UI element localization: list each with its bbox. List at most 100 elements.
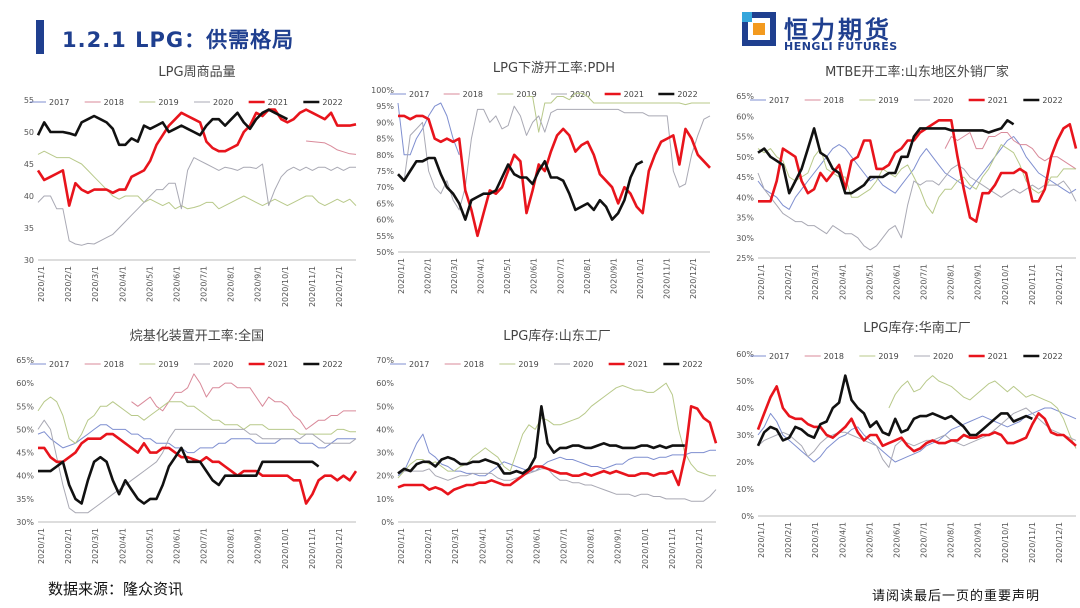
- y-tick-label: 65%: [16, 356, 34, 365]
- y-tick-label: 50%: [376, 248, 394, 257]
- x-tick-label: 2020/9/1: [254, 266, 263, 302]
- disclaimer-note: 请阅读最后一页的重要声明: [871, 589, 1040, 604]
- x-tick-label: 2020/5/1: [865, 522, 874, 558]
- y-tick-label: 30%: [736, 234, 754, 243]
- y-tick-label: 65%: [736, 92, 754, 101]
- legend-label: 2017: [769, 352, 789, 361]
- legend-label: 2022: [322, 98, 342, 107]
- chart-title: LPG库存:山东工厂: [503, 328, 611, 344]
- chart-svg: MTBE开工率:山东地区外销厂家 25% 30% 35% 40% 45% 50% 55% 60%…: [736, 64, 1078, 305]
- legend-label: 2020: [933, 352, 953, 361]
- legend-label: 2021: [628, 360, 648, 369]
- y-tick-label: 40: [24, 192, 34, 201]
- series-line-2021: [36, 108, 357, 207]
- x-tick-label: 2020/8/1: [227, 266, 236, 302]
- y-tick-label: 50%: [736, 377, 754, 386]
- chart-svg: LPG库存:山东工厂 0% 10% 20% 30% 40% 50% 60% 70% 2020/1/…: [376, 328, 718, 569]
- x-tick-label: 2020/10/1: [641, 528, 650, 569]
- x-tick-label: 2020/7/1: [920, 522, 929, 558]
- legend-label: 2017: [49, 98, 69, 107]
- x-tick-label: 2020/11/1: [1028, 264, 1037, 305]
- series-line-2018: [306, 140, 357, 155]
- legend-label: 2021: [988, 352, 1008, 361]
- chart-alkylation-operating-rate: 烷基化装置开工率:全国 30% 35% 40% 45% 50% 55% 60% 65% 2020/…: [0, 326, 360, 569]
- x-tick-label: 2020/11/1: [308, 266, 317, 307]
- x-tick-label: 2020/2/1: [784, 264, 793, 300]
- x-tick-label: 2020/1/1: [37, 266, 46, 302]
- y-tick-label: 0%: [381, 518, 394, 527]
- chart-title: LPG库存:华南工厂: [863, 320, 971, 336]
- chart-title: LPG下游开工率:PDH: [493, 60, 615, 76]
- x-tick-label: 2020/4/1: [478, 528, 487, 564]
- chart-svg: LPG周商品量 30 35 40 45 50 55 2020/1/1 2020/2/1 2020/…: [24, 65, 357, 307]
- series-line-2020: [37, 419, 357, 514]
- y-tick-label: 25%: [736, 254, 754, 263]
- x-tick-label: 2020/5/1: [145, 528, 154, 564]
- x-tick-label: 2020/6/1: [172, 528, 181, 564]
- x-tick-label: 2020/10/1: [281, 266, 290, 307]
- y-tick-label: 60%: [376, 379, 394, 388]
- legend-label: 2018: [824, 352, 844, 361]
- legend-label: 2020: [933, 96, 953, 105]
- series-line-2019: [526, 92, 710, 133]
- legend-label: 2021: [624, 90, 644, 99]
- legend-label: 2018: [464, 360, 484, 369]
- x-tick-label: 2020/2/1: [424, 528, 433, 564]
- chart-lpg-weekly-volume: LPG周商品量 30 35 40 45 50 55 2020/1/1 2020/2/1 2020/…: [0, 62, 360, 310]
- y-tick-label: 10%: [376, 495, 394, 504]
- x-tick-label: 2020/7/1: [200, 266, 209, 302]
- series-line-2019: [37, 396, 356, 444]
- page-title: 1.2.1 LPG：供需格局: [62, 28, 295, 52]
- y-tick-label: 30%: [16, 518, 34, 527]
- y-tick-label: 10%: [736, 485, 754, 494]
- series-line-2022: [36, 108, 288, 147]
- x-tick-label: 2020/12/1: [335, 528, 344, 569]
- x-tick-label: 2020/2/1: [64, 266, 73, 302]
- logo-chinese-name: 恒力期货: [784, 16, 892, 44]
- y-tick-label: 45%: [16, 449, 34, 458]
- x-tick-label: 2020/6/1: [532, 528, 541, 564]
- x-tick-label: 2020/3/1: [811, 522, 820, 558]
- y-tick-label: 90%: [376, 118, 394, 127]
- x-tick-label: 2020/9/1: [614, 528, 623, 564]
- y-tick-label: 60%: [736, 350, 754, 359]
- series-line-2021: [397, 405, 718, 496]
- series-line-2022: [38, 446, 320, 505]
- series-line-2022: [397, 156, 644, 221]
- x-tick-label: 2020/10/1: [1001, 522, 1010, 563]
- y-tick-label: 45: [24, 160, 34, 169]
- series-line-2018: [131, 373, 356, 430]
- legend-label: 2022: [322, 360, 342, 369]
- x-tick-label: 2020/8/1: [587, 528, 596, 564]
- legend-label: 2017: [49, 360, 69, 369]
- x-tick-label: 2020/9/1: [609, 258, 618, 294]
- legend-label: 2019: [158, 360, 178, 369]
- y-tick-label: 35: [24, 224, 34, 233]
- legend-label: 2018: [824, 96, 844, 105]
- chart-southchina-inventory: LPG库存:华南工厂 0% 10% 20% 30% 40% 50% 60% 2020/1/1 20…: [720, 318, 1080, 563]
- y-tick-label: 95%: [376, 102, 394, 111]
- series-line-2017: [397, 433, 716, 477]
- y-tick-label: 50%: [736, 153, 754, 162]
- chart-title: 烷基化装置开工率:全国: [130, 328, 264, 344]
- legend-label: 2019: [878, 96, 898, 105]
- x-tick-label: 2020/4/1: [838, 264, 847, 300]
- series-line-2017: [37, 424, 356, 454]
- series-line-2017: [757, 136, 1077, 210]
- x-tick-label: 2020/5/1: [505, 528, 514, 564]
- company-logo: 恒力期货 HENGLI FUTURES: [742, 10, 912, 56]
- x-tick-label: 2020/10/1: [636, 258, 645, 299]
- y-tick-label: 50%: [16, 425, 34, 434]
- x-tick-label: 2020/4/1: [118, 266, 127, 302]
- legend-label: 2019: [158, 98, 178, 107]
- y-tick-label: 65%: [376, 199, 394, 208]
- x-tick-label: 2020/10/1: [1001, 264, 1010, 305]
- y-tick-label: 85%: [376, 135, 394, 144]
- legend-label: 2017: [769, 96, 789, 105]
- x-tick-label: 2020/2/1: [64, 528, 73, 564]
- data-source-note: 数据来源：隆众资讯: [48, 580, 184, 598]
- x-tick-label: 2020/7/1: [200, 528, 209, 564]
- y-tick-label: 0%: [741, 512, 754, 521]
- y-tick-label: 80%: [376, 151, 394, 160]
- logo-english-name: HENGLI FUTURES: [784, 40, 898, 53]
